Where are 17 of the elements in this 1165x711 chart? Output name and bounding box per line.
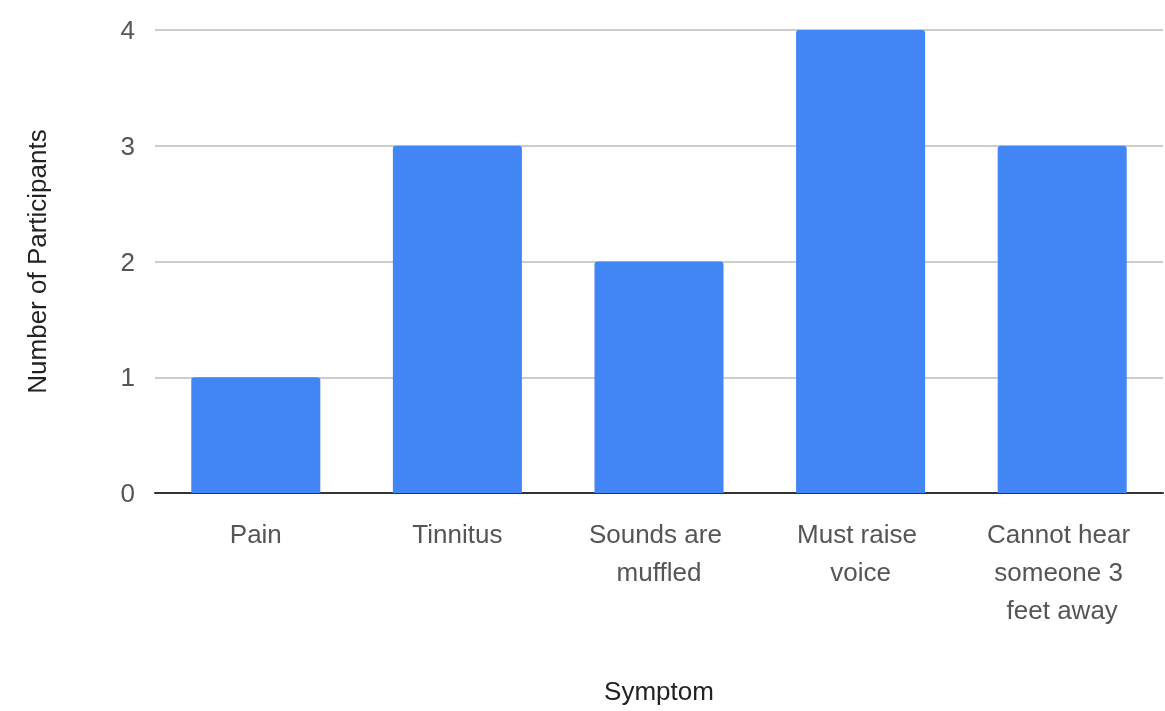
bar <box>392 145 522 493</box>
x-tick-label: Must raise voice <box>797 519 925 587</box>
bar <box>594 261 724 493</box>
bar <box>997 145 1127 493</box>
y-tick-label: 3 <box>120 130 135 161</box>
x-tick-label: Cannot hear someone 3 feet away <box>987 519 1138 625</box>
x-tick-label: Tinnitus <box>412 519 503 549</box>
y-tick-label: 1 <box>120 362 135 393</box>
x-tick-label: Sounds are muffled <box>588 519 730 587</box>
y-tick-label: 2 <box>120 246 135 277</box>
bar <box>796 30 926 493</box>
bar <box>191 377 321 493</box>
y-tick-label: 4 <box>120 15 135 45</box>
x-axis-title: Symptom <box>604 676 714 706</box>
y-axis-title: Number of Participants <box>22 129 52 394</box>
y-tick-label: 0 <box>120 478 135 508</box>
x-tick-label: Pain <box>229 519 282 549</box>
